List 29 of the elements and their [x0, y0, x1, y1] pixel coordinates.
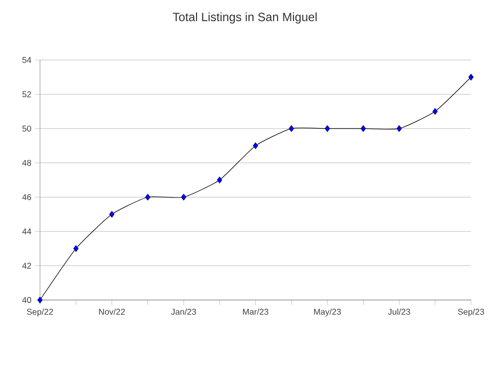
y-tick-label: 48: [22, 160, 32, 166]
x-tick-label: Jul/23: [388, 308, 410, 315]
x-tick-label: Jan/23: [171, 308, 196, 315]
y-tick-label: 54: [22, 57, 32, 63]
x-tick-label: Sep/22: [26, 308, 53, 316]
x-tick-label: Mar/23: [243, 308, 268, 315]
point: [432, 108, 438, 115]
point: [360, 125, 366, 132]
point: [109, 210, 114, 218]
point: [324, 125, 330, 132]
point: [288, 125, 294, 132]
point: [468, 74, 474, 81]
y-tick-label: 46: [22, 194, 32, 200]
point: [37, 296, 43, 304]
x-tick-label: Nov/22: [99, 308, 125, 315]
chart-title: Total Listings in San Miguel: [172, 12, 317, 24]
point: [396, 125, 402, 132]
point: [145, 194, 150, 201]
x-tick-label: Sep/23: [458, 308, 484, 316]
point: [181, 194, 186, 201]
x-tick-label: May/23: [314, 308, 341, 316]
y-tick-label: 42: [22, 262, 32, 269]
point: [73, 245, 79, 252]
point: [216, 176, 222, 184]
point: [252, 142, 258, 150]
y-tick-label: 44: [22, 228, 32, 234]
y-tick-label: 52: [22, 91, 32, 98]
y-tick-label: 40: [22, 297, 32, 303]
y-tick-label: 50: [22, 126, 32, 132]
